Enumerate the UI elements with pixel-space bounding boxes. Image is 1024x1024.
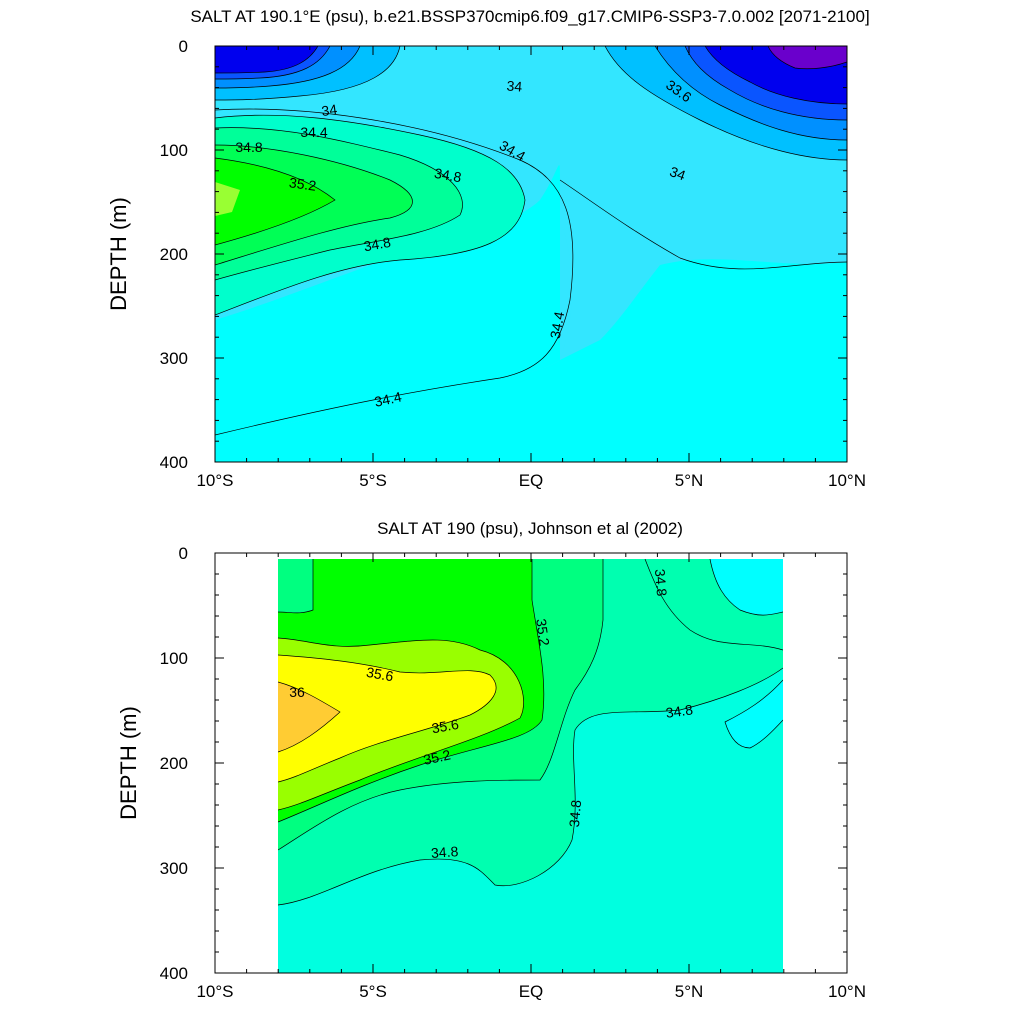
bottom-contour-label: 34.8 [665, 701, 694, 721]
bottom-y-tick-label: 200 [160, 754, 188, 773]
top-panel: SALT AT 190.1°E (psu), b.e21.BSSP370cmip… [106, 7, 870, 490]
top-y-tick-label: 200 [160, 245, 188, 264]
top-fill-34.4-34.6 [215, 259, 847, 462]
top-fill-35.4-35.6 [215, 182, 240, 216]
top-contour-label: 34 [668, 163, 688, 183]
top-y-tick-label: 0 [179, 37, 188, 56]
bottom-contour-label: 35.2 [422, 746, 452, 767]
bottom-contour-fills [278, 559, 783, 973]
bottom-y-tick-label: 300 [160, 859, 188, 878]
top-contour-fills [215, 46, 847, 462]
bottom-contour-label: 35.2 [533, 618, 553, 647]
top-axes: 10°S 5°S EQ 5°N 10°N 0 100 200 300 400 [160, 37, 866, 490]
top-x-tick-label: 5°N [675, 471, 704, 490]
top-contour-label: 34 [506, 77, 523, 94]
top-contour-label: 34.4 [300, 124, 327, 140]
bottom-contour-label: 35.6 [430, 716, 460, 737]
bottom-x-tick-label: 10°N [828, 982, 866, 1001]
bottom-y-axis-label: DEPTH (m) [116, 706, 141, 820]
top-fill-33.4-33.6 [215, 46, 318, 73]
top-y-tick-label: 400 [160, 453, 188, 472]
bottom-contour-lines [278, 559, 783, 906]
top-y-tick-label: 100 [160, 141, 188, 160]
bottom-axes: 10°S 5°S EQ 5°N 10°N 0 100 200 300 400 [160, 544, 866, 1001]
bottom-contour-label: 35.6 [365, 664, 395, 685]
bottom-contour-label: 34.8 [431, 843, 460, 861]
top-fill-33.2-33.4 [768, 46, 847, 69]
bottom-fill-34.4-34.6 [710, 559, 783, 616]
top-x-tick-label: EQ [519, 471, 544, 490]
bottom-contour-labels: 35.6 36 35.6 35.2 35.2 34.8 34.8 34.8 34… [289, 568, 694, 861]
top-x-tick-label: 5°S [359, 471, 387, 490]
top-y-axis-label: DEPTH (m) [106, 197, 131, 311]
top-contour-label: 34.4 [547, 310, 568, 340]
top-x-tick-label: 10°N [828, 471, 866, 490]
top-title: SALT AT 190.1°E (psu), b.e21.BSSP370cmip… [190, 7, 869, 26]
bottom-y-tick-label: 0 [179, 544, 188, 563]
top-fill-35.2-35.4 [215, 158, 335, 245]
bottom-x-tick-label: 5°N [675, 982, 704, 1001]
top-contour-label: 34 [320, 101, 338, 119]
top-x-tick-label: 10°S [196, 471, 233, 490]
top-contour-lines [215, 46, 847, 436]
top-contour-label: 34.8 [235, 139, 262, 155]
bottom-y-tick-label: 400 [160, 964, 188, 983]
bottom-x-tick-label: 10°S [196, 982, 233, 1001]
top-contour-label: 34.8 [433, 165, 463, 186]
top-contour-label: 34.4 [373, 388, 403, 409]
bottom-fill-35.6-35.8 [278, 655, 497, 782]
bottom-x-tick-label: 5°S [359, 982, 387, 1001]
bottom-title: SALT AT 190 (psu), Johnson et al (2002) [377, 519, 683, 538]
top-contour-label: 34.8 [362, 234, 392, 255]
bottom-x-tick-label: EQ [519, 982, 544, 1001]
bottom-fill-35.8-36.0 [278, 682, 340, 752]
bottom-y-tick-label: 100 [160, 649, 188, 668]
top-contour-label: 35.2 [288, 174, 317, 194]
bottom-panel: SALT AT 190 (psu), Johnson et al (2002) [116, 519, 866, 1001]
bottom-contour-label: 34.8 [652, 568, 670, 597]
bottom-contour-label: 34.8 [566, 799, 584, 828]
top-y-tick-label: 300 [160, 349, 188, 368]
bottom-contour-label: 36 [289, 684, 305, 700]
